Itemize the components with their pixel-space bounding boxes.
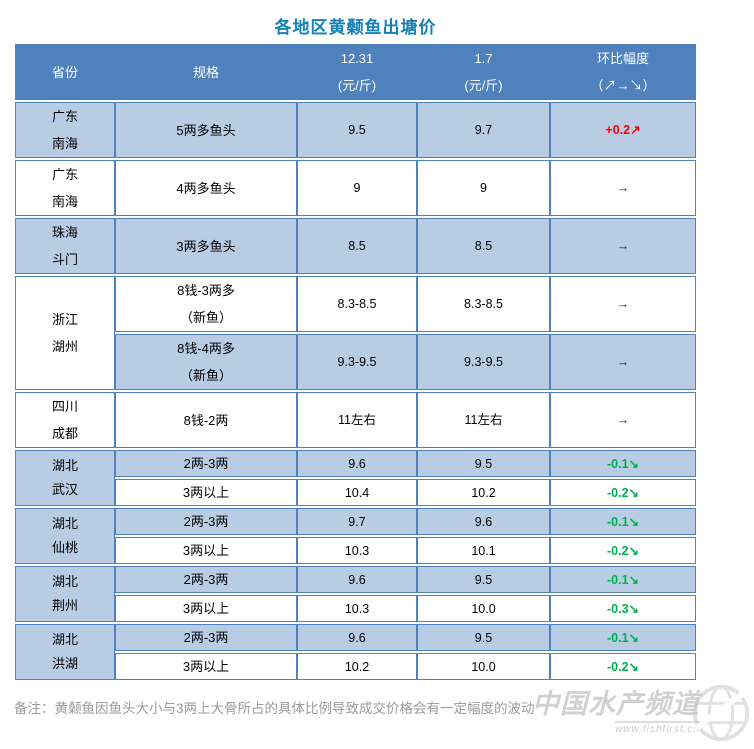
price-jan7-cell: 10.0 [417,595,550,622]
spec-cell: 2两-3两 [115,450,297,477]
price-jan7-cell: 9.5 [417,566,550,593]
price-jan7-cell: 10.2 [417,479,550,506]
price-jan7-cell: 9.5 [417,450,550,477]
change-cell: → [550,392,696,448]
watermark: 中国水产频道 www.fishfirst.cn [532,682,752,744]
spec-cell: 3两以上 [115,537,297,564]
change-cell: → [550,334,696,390]
price-jan7-cell: 8.5 [417,218,550,274]
header-date-dec31: 12.31 (元/斤) [297,44,417,100]
change-cell: → [550,218,696,274]
spec-cell: 2两-3两 [115,566,297,593]
price-dec31-cell: 11左右 [297,392,417,448]
price-dec31-cell: 8.3-8.5 [297,276,417,332]
change-cell: -0.2↘ [550,653,696,680]
change-cell: → [550,160,696,216]
province-cell: 湖北 仙桃 [15,508,115,564]
change-cell: -0.1↘ [550,566,696,593]
price-dec31-cell: 9.5 [297,102,417,158]
province-cell: 湖北 荆州 [15,566,115,622]
price-jan7-cell: 10.0 [417,653,550,680]
change-cell: -0.3↘ [550,595,696,622]
price-jan7-cell: 9.3-9.5 [417,334,550,390]
watermark-brand: 中国水产频道 [532,689,700,719]
price-dec31-cell: 9.6 [297,624,417,651]
spec-cell: 5两多鱼头 [115,102,297,158]
price-jan7-cell: 9.6 [417,508,550,535]
table-row: 珠海 斗门 3两多鱼头 8.5 8.5 → [15,218,696,274]
price-dec31-cell: 9.3-9.5 [297,334,417,390]
change-cell: -0.2↘ [550,537,696,564]
footnote: 备注：黄颡鱼因鱼头大小与3两上大骨所占的具体比例导致成交价格会有一定幅度的波动 [14,701,535,716]
spec-cell: 4两多鱼头 [115,160,297,216]
header-province: 省份 [15,44,115,100]
table-row: 浙江 湖州 8钱-3两多 （新鱼） 8.3-8.5 8.3-8.5 → [15,276,696,390]
spec-cell: 3两以上 [115,653,297,680]
table-row: 3两以上 10.4 10.2 -0.2↘ [15,479,696,506]
price-dec31-cell: 10.3 [297,595,417,622]
spec-cell: 8钱-4两多 （新鱼） [115,334,297,390]
change-cell: -0.1↘ [550,508,696,535]
price-dec31-cell: 10.3 [297,537,417,564]
watermark-url: www.fishfirst.cn [615,721,700,735]
spec-cell: 2两-3两 [115,624,297,651]
change-cell: -0.1↘ [550,450,696,477]
table-row: 四川 成都 8钱-2两 11左右 11左右 → [15,392,696,448]
page-title: 各地区黄颡鱼出塘价 [274,18,437,37]
province-cell: 广东 南海 [15,102,115,158]
province-cell: 珠海 斗门 [15,218,115,274]
table-row: 湖北 武汉 2两-3两 9.6 9.5 -0.1↘ [15,450,696,506]
price-jan7-cell: 9 [417,160,550,216]
price-jan7-cell: 9.7 [417,102,550,158]
table-row: 广东 南海 5两多鱼头 9.5 9.7 +0.2↗ [15,102,696,158]
table-row: 广东 南海 4两多鱼头 9 9 → [15,160,696,216]
globe-icon [691,684,752,742]
price-dec31-cell: 9 [297,160,417,216]
table-row: 湖北 荆州 2两-3两 9.6 9.5 -0.1↘ [15,566,696,622]
header-change: 环比幅度 （↗→↘） [550,44,696,100]
province-cell: 湖北 洪湖 [15,624,115,680]
header-spec: 规格 [115,44,297,100]
price-dec31-cell: 9.7 [297,508,417,535]
spec-cell: 8钱-2两 [115,392,297,448]
spec-cell: 2两-3两 [115,508,297,535]
change-cell: → [550,276,696,332]
price-jan7-cell: 9.5 [417,624,550,651]
spec-cell: 3两以上 [115,595,297,622]
change-cell: -0.1↘ [550,624,696,651]
header-date-jan7: 1.7 (元/斤) [417,44,550,100]
spec-cell: 3两多鱼头 [115,218,297,274]
price-table: 省份 规格 12.31 (元/斤) 1.7 (元/斤) 环比幅度 （↗→↘） 广… [15,42,696,682]
price-jan7-cell: 10.1 [417,537,550,564]
header-row: 省份 规格 12.31 (元/斤) 1.7 (元/斤) 环比幅度 （↗→↘） [15,44,696,100]
table-row: 湖北 仙桃 2两-3两 9.7 9.6 -0.1↘ [15,508,696,564]
price-jan7-cell: 8.3-8.5 [417,276,550,332]
change-cell: +0.2↗ [550,102,696,158]
table-row: 3两以上 10.3 10.1 -0.2↘ [15,537,696,564]
table-row: 3两以上 10.3 10.0 -0.3↘ [15,595,696,622]
price-dec31-cell: 9.6 [297,566,417,593]
price-dec31-cell: 10.4 [297,479,417,506]
price-dec31-cell: 9.6 [297,450,417,477]
province-cell: 四川 成都 [15,392,115,448]
spec-cell: 8钱-3两多 （新鱼） [115,276,297,332]
price-dec31-cell: 10.2 [297,653,417,680]
change-cell: -0.2↘ [550,479,696,506]
table-row: 8钱-4两多 （新鱼） 9.3-9.5 9.3-9.5 → [15,334,696,390]
price-dec31-cell: 8.5 [297,218,417,274]
province-cell: 广东 南海 [15,160,115,216]
table-row: 湖北 洪湖 2两-3两 9.6 9.5 -0.1↘ [15,624,696,680]
price-jan7-cell: 11左右 [417,392,550,448]
province-cell: 湖北 武汉 [15,450,115,506]
spec-cell: 3两以上 [115,479,297,506]
table-row: 3两以上 10.2 10.0 -0.2↘ [15,653,696,680]
province-cell: 浙江 湖州 [15,276,115,390]
